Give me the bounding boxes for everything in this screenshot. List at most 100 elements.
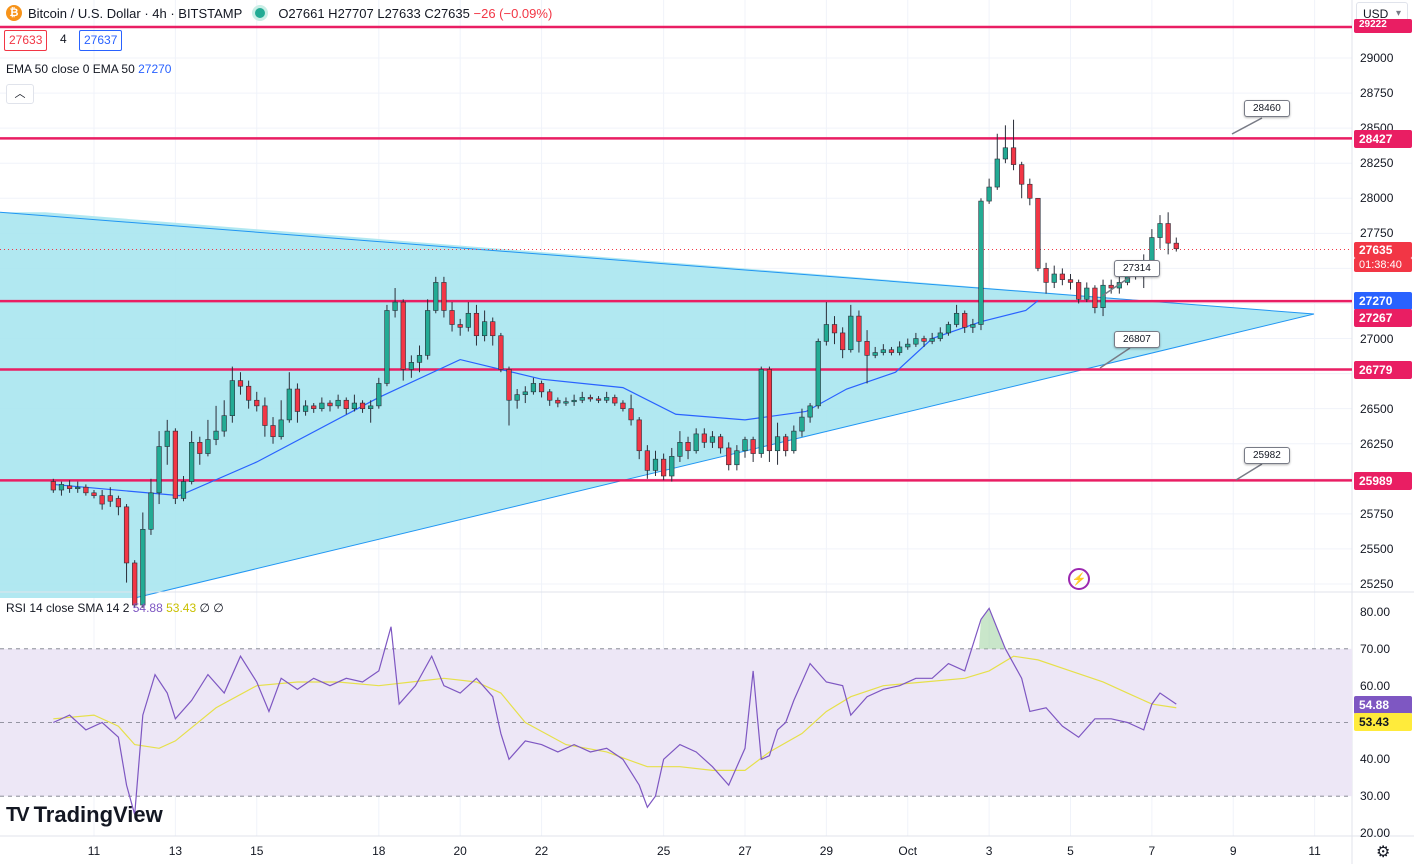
currency-select[interactable]: USD [1356, 2, 1408, 25]
candle[interactable] [856, 310, 862, 353]
candle[interactable] [669, 447, 675, 482]
candle[interactable] [384, 304, 390, 387]
candle[interactable] [994, 133, 1000, 190]
tradingview-logo[interactable]: TV TradingView [6, 802, 163, 828]
candle[interactable] [156, 431, 162, 505]
ask-price[interactable]: 27637 [79, 30, 123, 51]
candle[interactable] [1027, 178, 1033, 206]
candle[interactable] [107, 487, 113, 507]
candle[interactable] [742, 436, 748, 458]
candle[interactable] [91, 490, 97, 499]
ema-legend[interactable]: EMA 50 close 0 EMA 50 27270 [6, 62, 171, 76]
candle[interactable] [213, 405, 219, 446]
candle[interactable] [294, 383, 301, 423]
candle[interactable] [701, 428, 707, 448]
candle[interactable] [831, 316, 838, 345]
candle[interactable] [1067, 274, 1074, 290]
candle[interactable] [416, 345, 423, 373]
candle[interactable] [734, 445, 740, 471]
candle[interactable] [132, 560, 138, 608]
candle[interactable] [604, 391, 610, 404]
candle[interactable] [962, 310, 968, 333]
candle[interactable] [1076, 279, 1082, 304]
candle[interactable] [1084, 282, 1090, 303]
triangle-lower-line[interactable] [134, 313, 1315, 599]
candle[interactable] [612, 394, 618, 406]
candle[interactable] [661, 453, 667, 481]
candle[interactable] [270, 417, 276, 444]
candle[interactable] [945, 321, 952, 336]
candle[interactable] [351, 394, 358, 412]
candle[interactable] [815, 338, 821, 409]
candle[interactable] [473, 304, 480, 346]
candle[interactable] [1010, 119, 1017, 171]
candle[interactable] [221, 400, 227, 437]
candle[interactable] [652, 450, 659, 476]
candle[interactable] [595, 396, 602, 404]
candle[interactable] [465, 302, 471, 332]
candle[interactable] [921, 335, 927, 347]
symbol-title[interactable]: Bitcoin / U.S. Dollar · 4h · BITSTAMP [28, 5, 243, 21]
candle[interactable] [1157, 215, 1163, 249]
symbol-legend[interactable]: ₿ Bitcoin / U.S. Dollar · 4h · BITSTAMP … [6, 5, 552, 21]
candle[interactable] [457, 318, 463, 336]
candle[interactable] [490, 317, 496, 346]
candle[interactable] [99, 490, 105, 510]
candle[interactable] [359, 400, 366, 413]
candle[interactable] [311, 403, 317, 413]
candle[interactable] [677, 431, 683, 462]
candle[interactable] [180, 475, 187, 502]
candle[interactable] [905, 338, 911, 350]
candle[interactable] [376, 377, 382, 409]
candle[interactable] [620, 400, 626, 412]
candle[interactable] [693, 428, 699, 454]
gear-icon[interactable]: ⚙ [1376, 844, 1391, 861]
candle[interactable] [937, 327, 943, 342]
candle[interactable] [335, 394, 341, 409]
candle[interactable] [717, 433, 724, 454]
candle[interactable] [888, 346, 895, 356]
candle[interactable] [766, 366, 773, 462]
candle[interactable] [555, 397, 561, 408]
candle[interactable] [685, 436, 691, 460]
candle[interactable] [302, 400, 309, 416]
bid-price[interactable]: 27633 [4, 30, 48, 51]
candle[interactable] [254, 391, 260, 412]
candle[interactable] [986, 178, 992, 204]
candle[interactable] [1059, 268, 1065, 286]
candle[interactable] [897, 341, 903, 356]
candle[interactable] [205, 419, 211, 457]
candle[interactable] [441, 276, 447, 318]
candle[interactable] [425, 299, 431, 360]
candle[interactable] [978, 198, 984, 331]
candle[interactable] [1173, 237, 1179, 252]
candle[interactable] [1092, 285, 1098, 314]
candle[interactable] [1035, 197, 1041, 272]
candle[interactable] [148, 478, 154, 535]
callout-28460[interactable]: 28460 [1244, 100, 1290, 117]
candle[interactable] [799, 408, 805, 437]
candle[interactable] [791, 425, 797, 454]
candle[interactable] [368, 400, 374, 423]
callout-27314[interactable]: 27314 [1114, 260, 1160, 277]
candle[interactable] [880, 344, 886, 356]
candle[interactable] [58, 481, 65, 496]
rsi-legend[interactable]: RSI 14 close SMA 14 2 54.88 53.43 ∅ ∅ [6, 601, 224, 615]
candle[interactable] [783, 433, 789, 457]
candle[interactable] [1019, 161, 1025, 199]
candle[interactable] [1108, 279, 1114, 294]
candle[interactable] [726, 442, 732, 471]
candle[interactable] [237, 372, 244, 395]
candle[interactable] [1002, 125, 1008, 164]
callout-25982[interactable]: 25982 [1244, 447, 1290, 464]
candle[interactable] [433, 276, 439, 314]
candle[interactable] [189, 431, 195, 485]
candle[interactable] [848, 304, 854, 353]
candle[interactable] [872, 346, 878, 359]
candle[interactable] [1051, 265, 1057, 289]
candle[interactable] [262, 397, 268, 437]
candle[interactable] [506, 366, 512, 426]
candle[interactable] [1165, 212, 1171, 255]
candle[interactable] [66, 480, 73, 493]
candle[interactable] [327, 400, 333, 412]
